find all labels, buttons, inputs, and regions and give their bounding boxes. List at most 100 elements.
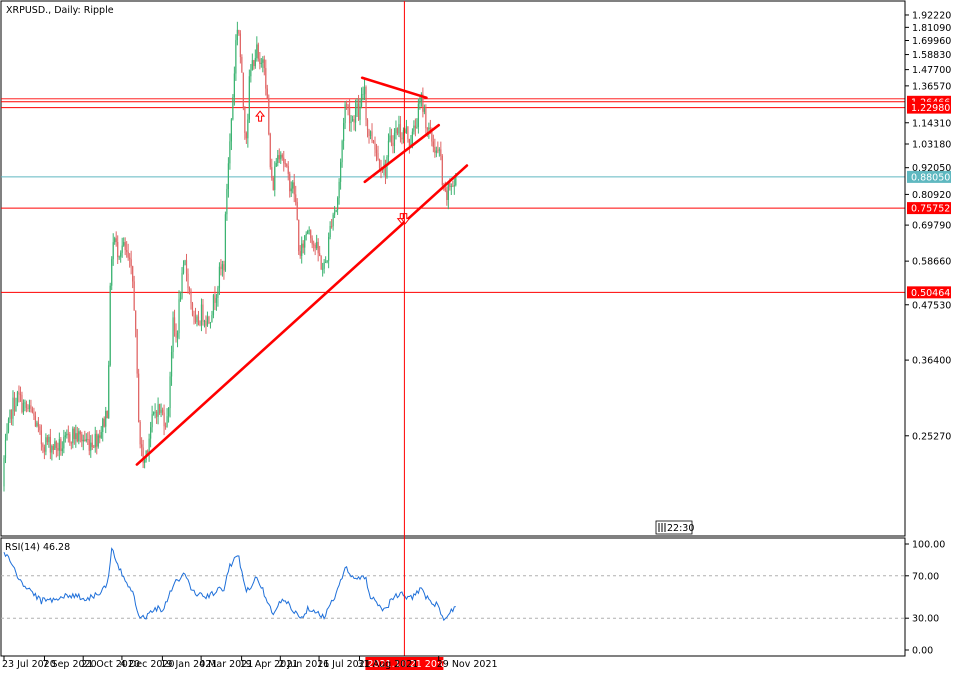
arrow-up-icon xyxy=(255,110,266,122)
candle-body xyxy=(129,257,131,260)
candle-body xyxy=(84,439,86,441)
price-tick-label: 1.36570 xyxy=(912,81,951,92)
candle-body xyxy=(111,259,113,286)
candle-body xyxy=(30,405,32,409)
price-tick-label: 1.69960 xyxy=(912,36,951,47)
candle-body xyxy=(187,273,189,288)
candle-body xyxy=(313,244,315,246)
candle-body xyxy=(160,409,162,413)
candle-body xyxy=(114,238,116,243)
candle-body xyxy=(3,458,5,487)
rsi-pane[interactable]: 100.00 70.00 30.00 0.00 RSI(14) 46.28 xyxy=(0,537,945,657)
candle-body xyxy=(368,129,370,137)
candle-body xyxy=(389,135,391,141)
candle-body xyxy=(147,450,149,453)
candle-body xyxy=(43,447,45,452)
trendline[interactable] xyxy=(360,76,428,99)
candle-body xyxy=(203,321,206,322)
candle-body xyxy=(244,107,246,133)
trendline[interactable] xyxy=(135,164,469,466)
candle-body xyxy=(236,29,238,41)
candle-body xyxy=(387,140,390,158)
candle-body xyxy=(325,261,327,263)
price-tick-label: 0.58660 xyxy=(912,257,951,268)
candle-body xyxy=(337,198,339,210)
date-tick-label: 4 Mar 2021 xyxy=(199,659,253,670)
price-tick-label: 0.36400 xyxy=(912,356,951,367)
candle-body xyxy=(232,97,234,120)
candle-body xyxy=(302,243,304,248)
price-tick-label: 1.03180 xyxy=(912,140,951,151)
level-price-label: 0.50464 xyxy=(911,288,950,299)
candle-body xyxy=(390,135,393,143)
candle-body xyxy=(372,140,375,143)
candle-body xyxy=(250,70,252,77)
candle-body xyxy=(432,141,434,148)
date-tick-label: 31 Aug 2021 xyxy=(358,659,419,670)
candle-body xyxy=(224,214,227,271)
level-price-label: 1.22980 xyxy=(911,103,950,114)
candle-body xyxy=(289,173,291,192)
candle-body xyxy=(112,242,114,260)
candle-body xyxy=(211,315,213,323)
candle-body xyxy=(438,149,440,151)
candle-body xyxy=(176,333,179,338)
candle-body xyxy=(275,163,277,167)
candle-body xyxy=(40,430,42,445)
level-price-label: 0.75752 xyxy=(911,204,950,215)
candle-body xyxy=(357,103,360,120)
candle-body xyxy=(423,108,425,112)
candle-body xyxy=(398,124,400,134)
candle-body xyxy=(166,416,168,427)
candle-body xyxy=(6,431,8,440)
candle-body xyxy=(242,72,244,108)
candle-body xyxy=(61,448,63,452)
candle-body xyxy=(190,289,192,304)
candle-body xyxy=(263,59,265,69)
candle-body xyxy=(447,181,449,200)
trendline[interactable] xyxy=(363,123,441,184)
candle-body xyxy=(392,142,394,146)
candle-body xyxy=(334,212,336,215)
rsi-tick-label: 100.00 xyxy=(912,540,945,551)
candle-body xyxy=(202,304,204,322)
candle-body xyxy=(66,433,68,436)
candle-body xyxy=(277,155,279,164)
candle-body xyxy=(437,150,439,152)
candle-body xyxy=(97,435,99,447)
candle-body xyxy=(287,166,289,174)
candle-body xyxy=(268,98,270,135)
candle-body xyxy=(31,408,34,413)
candle-body xyxy=(414,125,416,128)
candle-body xyxy=(453,185,455,187)
candle-body xyxy=(217,287,219,298)
candle-body xyxy=(45,437,47,452)
date-tick-label: 29 Nov 2021 xyxy=(437,659,498,670)
candle-body xyxy=(193,315,195,317)
candle-body xyxy=(335,209,337,213)
candle-body xyxy=(123,242,125,246)
rsi-title: RSI(14) 46.28 xyxy=(5,542,70,553)
candle-body xyxy=(345,104,348,106)
price-tick-label: 1.92220 xyxy=(912,10,951,21)
price-pane[interactable]: 1.92220 1.81090 1.69960 1.58830 1.47700 1.365… xyxy=(0,0,951,537)
candle-body xyxy=(230,119,232,142)
candle-body xyxy=(374,142,376,150)
candle-body xyxy=(25,402,28,408)
candle-body xyxy=(323,262,325,269)
candle-body xyxy=(46,437,48,443)
candle-body xyxy=(132,266,134,282)
candle-body xyxy=(416,126,418,128)
candle-body xyxy=(39,426,41,431)
candle-body xyxy=(220,266,222,270)
candle-body xyxy=(286,164,288,167)
candle-body xyxy=(271,167,273,178)
date-tick-label: 16 Jul 2021 xyxy=(317,659,371,670)
candle-body xyxy=(377,153,379,160)
price-tick-label: 1.14310 xyxy=(912,118,951,129)
candle-body xyxy=(170,351,173,377)
candle-body xyxy=(96,433,98,447)
candle-body xyxy=(435,150,437,153)
candle-body xyxy=(191,303,194,316)
candle-body xyxy=(299,251,301,256)
